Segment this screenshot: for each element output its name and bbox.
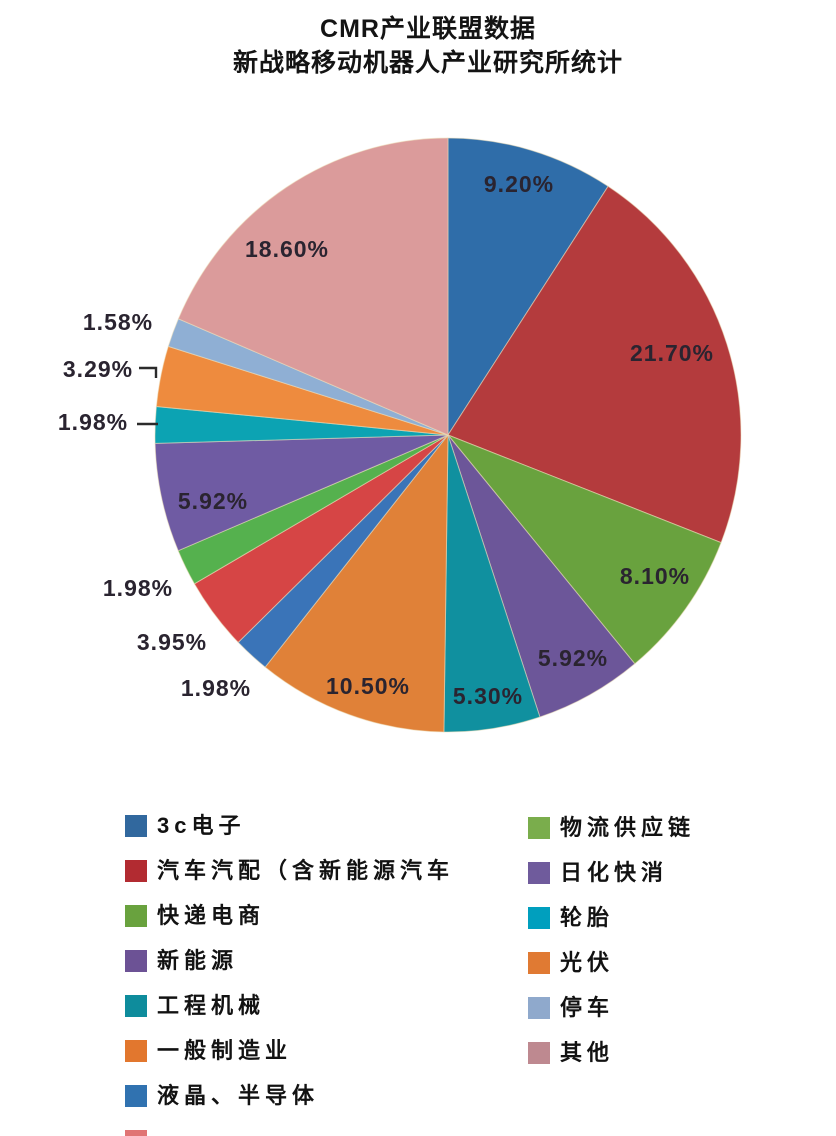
- legend-item: 3c电子: [125, 814, 245, 838]
- pie-percentage-label: 9.20%: [484, 171, 554, 197]
- pie-slice-6: [264, 433, 449, 733]
- pie-percentage-label: 5.92%: [178, 488, 248, 514]
- pie-percentage-label: 1.98%: [103, 575, 173, 601]
- legend-item: 快递电商: [125, 904, 265, 928]
- pie-slice-14: [177, 137, 449, 436]
- legend-label: 快递电商: [157, 903, 266, 928]
- legend-swatch: [125, 950, 147, 972]
- legend-swatch: [125, 860, 147, 882]
- pie-percentage-label: 21.70%: [630, 340, 714, 366]
- legend-label: 停车: [560, 995, 615, 1020]
- chart-title-line2: 新战略移动机器人产业研究所统计: [232, 49, 623, 77]
- legend-swatch: [125, 1040, 147, 1062]
- legend-item: 一般制造业: [125, 1039, 292, 1063]
- legend-swatch: [528, 907, 550, 929]
- legend-swatch: [528, 952, 550, 974]
- legend-label: 一般制造业: [157, 1038, 293, 1063]
- legend-swatch: [528, 997, 550, 1019]
- legend-label: 日化快消: [560, 860, 669, 885]
- pie-percentage-label: 5.30%: [453, 683, 523, 709]
- pie-chart: 9.20% 21.70% 8.10% 5.92% 5.30% 10.50% 1.98% 3.9…: [58, 137, 742, 733]
- legend-label: 其他: [560, 1040, 615, 1065]
- pie-percentage-label: 18.60%: [245, 236, 329, 262]
- pie-slice-2: [447, 185, 742, 544]
- legend-item: 光伏: [528, 951, 614, 975]
- legend-label: 轮胎: [560, 905, 615, 930]
- legend-item: 停车: [528, 996, 614, 1020]
- legend-swatch: [125, 995, 147, 1017]
- pie-percentage-label: 1.98%: [58, 409, 128, 435]
- legend-label: 光伏: [560, 950, 615, 975]
- pie-slice-3: [446, 433, 722, 665]
- legend-label: 液晶、半导体: [157, 1083, 320, 1108]
- legend-item: 工程机械: [125, 994, 265, 1018]
- legend-label: 汽车汽配（含新能源汽车: [157, 858, 455, 883]
- pie-percentage-label: 1.98%: [181, 675, 251, 701]
- legend-item: 日化快消: [528, 861, 668, 885]
- chart-title-line1: CMR产业联盟数据: [320, 15, 536, 43]
- pie-slice-1: [447, 137, 609, 437]
- label-leader-line: [139, 366, 158, 378]
- legend-label: 3c电子: [157, 813, 246, 838]
- legend-label: 物流供应链: [560, 815, 696, 840]
- legend-swatch: [528, 862, 550, 884]
- legend-swatch-truncated: [125, 1130, 147, 1136]
- pie-percentage-label: 1.58%: [83, 309, 153, 335]
- legend-swatch: [528, 817, 550, 839]
- legend-label: 工程机械: [157, 993, 266, 1018]
- pie-percentage-label: 8.10%: [620, 563, 690, 589]
- legend-item: 轮胎: [528, 906, 614, 930]
- legend-item: 其他: [528, 1041, 614, 1065]
- legend-item: 新能源: [125, 949, 238, 973]
- chart-title: CMR产业联盟数据 新战略移动机器人产业研究所统计: [22, 12, 834, 80]
- legend-swatch: [125, 815, 147, 837]
- legend-item: 液晶、半导体: [125, 1084, 319, 1108]
- legend-label: 新能源: [157, 948, 239, 973]
- pie-percentage-label: 3.95%: [137, 629, 207, 655]
- legend-item: 汽车汽配（含新能源汽车: [125, 859, 454, 883]
- pie-percentage-label: 10.50%: [326, 673, 410, 699]
- pie-percentage-label: 5.92%: [538, 645, 608, 671]
- legend-swatch: [528, 1042, 550, 1064]
- legend-item: 物流供应链: [528, 816, 695, 840]
- legend-swatch: [125, 1085, 147, 1107]
- legend-swatch: [125, 905, 147, 927]
- pie-percentage-label: 3.29%: [63, 356, 133, 382]
